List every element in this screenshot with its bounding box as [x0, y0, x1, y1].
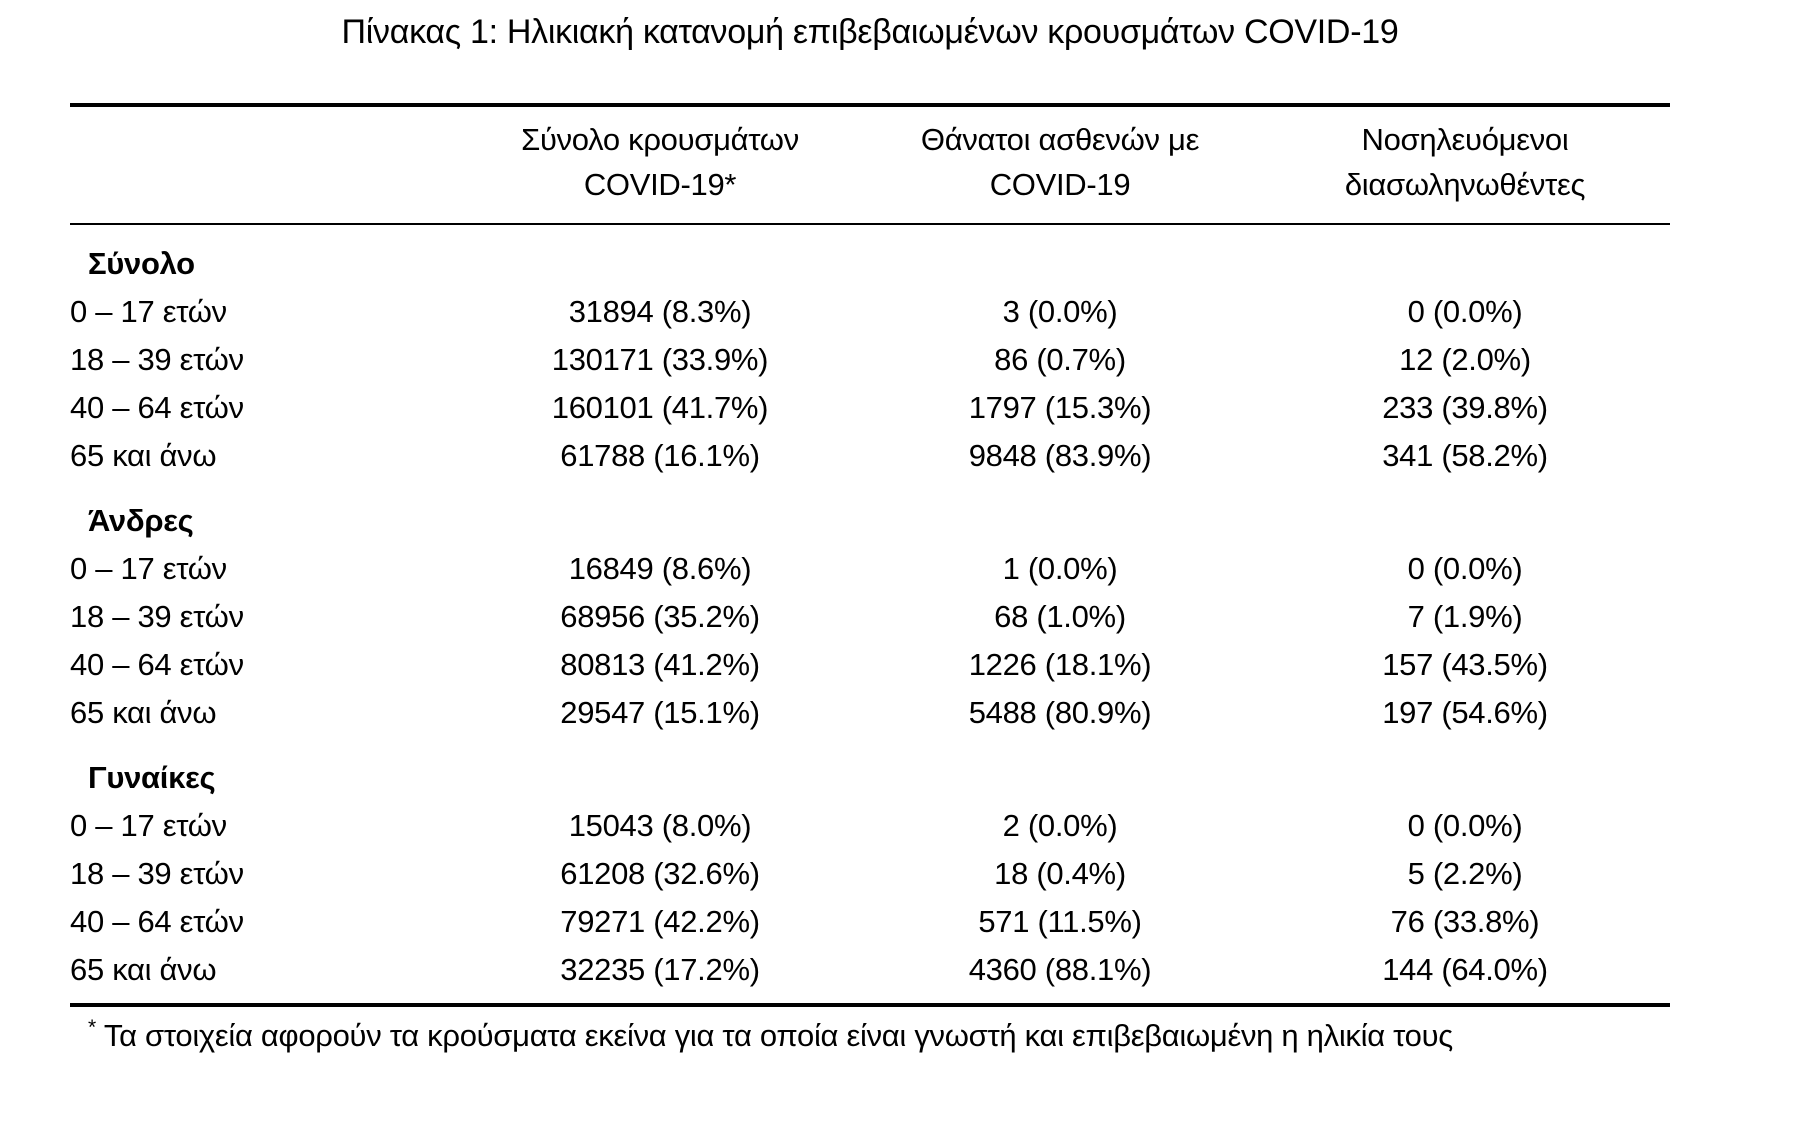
table-row: 18 – 39 ετών 68956 (35.2%) 68 (1.0%) 7 (… [70, 593, 1670, 641]
column-header-cases: Σύνολο κρουσμάτων COVID-19* [460, 105, 860, 225]
intubated-cell: 341 (58.2%) [1382, 438, 1548, 473]
cases-cell: 79271 (42.2%) [560, 904, 760, 939]
table-row: 0 – 17 ετών 15043 (8.0%) 2 (0.0%) 0 (0.0… [70, 802, 1670, 850]
table-row: 0 – 17 ετών 31894 (8.3%) 3 (0.0%) 0 (0.0… [70, 288, 1670, 336]
section-label: Άνδρες [88, 503, 194, 538]
deaths-cell: 3 (0.0%) [1002, 294, 1118, 329]
deaths-cell: 9848 (83.9%) [968, 438, 1152, 473]
section-row-women: Γυναίκες [70, 737, 1670, 802]
deaths-cell: 4360 (88.1%) [968, 952, 1152, 987]
footnote-text: Τα στοιχεία αφορούν τα κρούσματα εκείνα … [103, 1018, 1453, 1053]
age-label-cell: 40 – 64 ετών [70, 390, 244, 425]
table-row: 40 – 64 ετών 160101 (41.7%) 1797 (15.3%)… [70, 384, 1670, 432]
cases-cell: 29547 (15.1%) [560, 695, 760, 730]
intubated-cell: 197 (54.6%) [1382, 695, 1548, 730]
intubated-cell: 0 (0.0%) [1407, 294, 1523, 329]
age-label-cell: 65 και άνω [70, 695, 217, 730]
age-label-cell: 65 και άνω [70, 438, 217, 473]
cases-cell: 32235 (17.2%) [560, 952, 760, 987]
deaths-cell: 571 (11.5%) [978, 904, 1142, 939]
column-header-deaths-line2: COVID-19 [989, 167, 1131, 202]
age-label-cell: 0 – 17 ετών [70, 551, 227, 586]
column-header-intubated-line1: Νοσηλευόμενοι [1361, 122, 1569, 157]
column-header-cases-line1: Σύνολο κρουσμάτων [521, 122, 799, 157]
intubated-cell: 5 (2.2%) [1407, 856, 1523, 891]
cases-cell: 31894 (8.3%) [568, 294, 752, 329]
cases-cell: 130171 (33.9%) [551, 342, 769, 377]
column-header-intubated: Νοσηλευόμενοι διασωληνωθέντες [1260, 105, 1670, 225]
table-row: 40 – 64 ετών 79271 (42.2%) 571 (11.5%) 7… [70, 898, 1670, 946]
deaths-cell: 2 (0.0%) [1002, 808, 1118, 843]
deaths-cell: 18 (0.4%) [994, 856, 1126, 891]
cases-cell: 16849 (8.6%) [568, 551, 752, 586]
table-title: Πίνακας 1: Ηλικιακή κατανομή επιβεβαιωμέ… [341, 13, 1399, 51]
deaths-cell: 1226 (18.1%) [968, 647, 1152, 682]
section-label: Σύνολο [88, 246, 195, 281]
deaths-cell: 1797 (15.3%) [968, 390, 1152, 425]
age-label-cell: 18 – 39 ετών [70, 342, 244, 377]
age-label-cell: 65 και άνω [70, 952, 217, 987]
deaths-cell: 1 (0.0%) [1002, 551, 1118, 586]
table-row: 0 – 17 ετών 16849 (8.6%) 1 (0.0%) 0 (0.0… [70, 545, 1670, 593]
column-header-empty [70, 105, 460, 225]
table-row: 65 και άνω 32235 (17.2%) 4360 (88.1%) 14… [70, 946, 1670, 1005]
section-row-total: Σύνολο [70, 224, 1670, 288]
cases-cell: 160101 (41.7%) [551, 390, 769, 425]
deaths-cell: 86 (0.7%) [994, 342, 1126, 377]
section-label: Γυναίκες [88, 760, 216, 795]
age-label-cell: 0 – 17 ετών [70, 808, 227, 843]
column-header-cases-line2: COVID-19* [583, 167, 737, 202]
column-header-intubated-line2: διασωληνωθέντες [1344, 167, 1586, 202]
age-label-cell: 40 – 64 ετών [70, 647, 244, 682]
cases-cell: 61788 (16.1%) [560, 438, 760, 473]
column-header-deaths-line1: Θάνατοι ασθενών με [920, 122, 1200, 157]
cases-cell: 68956 (35.2%) [560, 599, 760, 634]
table-row: 40 – 64 ετών 80813 (41.2%) 1226 (18.1%) … [70, 641, 1670, 689]
intubated-cell: 157 (43.5%) [1382, 647, 1548, 682]
table-row: 18 – 39 ετών 61208 (32.6%) 18 (0.4%) 5 (… [70, 850, 1670, 898]
footnote-asterisk: * [88, 1016, 96, 1039]
intubated-cell: 7 (1.9%) [1407, 599, 1523, 634]
header-row: Σύνολο κρουσμάτων COVID-19* Θάνατοι ασθε… [70, 105, 1670, 225]
intubated-cell: 0 (0.0%) [1407, 551, 1523, 586]
age-label-cell: 40 – 64 ετών [70, 904, 244, 939]
covid-age-distribution-table: Σύνολο κρουσμάτων COVID-19* Θάνατοι ασθε… [70, 103, 1670, 1007]
intubated-cell: 233 (39.8%) [1382, 390, 1548, 425]
cases-cell: 15043 (8.0%) [568, 808, 752, 843]
footnote: * Τα στοιχεία αφορούν τα κρούσματα εκείνα… [88, 1016, 1688, 1060]
table-row: 65 και άνω 61788 (16.1%) 9848 (83.9%) 34… [70, 432, 1670, 480]
deaths-cell: 5488 (80.9%) [968, 695, 1152, 730]
intubated-cell: 0 (0.0%) [1407, 808, 1523, 843]
intubated-cell: 76 (33.8%) [1390, 904, 1540, 939]
section-row-men: Άνδρες [70, 480, 1670, 545]
age-label-cell: 0 – 17 ετών [70, 294, 227, 329]
intubated-cell: 12 (2.0%) [1399, 342, 1531, 377]
table-row: 65 και άνω 29547 (15.1%) 5488 (80.9%) 19… [70, 689, 1670, 737]
cases-cell: 80813 (41.2%) [560, 647, 760, 682]
column-header-deaths: Θάνατοι ασθενών με COVID-19 [860, 105, 1260, 225]
deaths-cell: 68 (1.0%) [994, 599, 1126, 634]
age-label-cell: 18 – 39 ετών [70, 856, 244, 891]
cases-cell: 61208 (32.6%) [560, 856, 760, 891]
age-label-cell: 18 – 39 ετών [70, 599, 244, 634]
intubated-cell: 144 (64.0%) [1382, 952, 1548, 987]
table-row: 18 – 39 ετών 130171 (33.9%) 86 (0.7%) 12… [70, 336, 1670, 384]
